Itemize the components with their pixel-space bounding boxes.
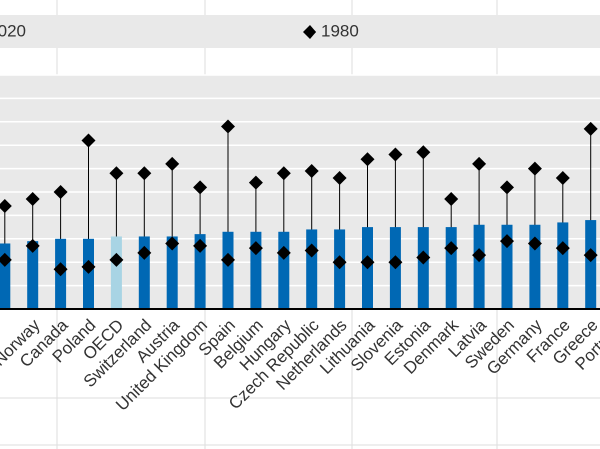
diamond-marker (304, 243, 319, 258)
diamond-marker (583, 121, 598, 136)
diamond-marker (25, 192, 40, 207)
diamond-marker (583, 248, 598, 263)
diamond-marker (25, 238, 40, 253)
bar (473, 224, 485, 309)
bar (110, 236, 122, 309)
diamond-marker (248, 241, 263, 256)
bar (250, 231, 262, 309)
diamond-marker (332, 255, 347, 270)
diamond-marker (109, 252, 124, 267)
diamond-marker (360, 255, 375, 270)
diamond-marker (416, 145, 431, 160)
bar (83, 238, 94, 309)
bar (166, 236, 178, 309)
bar (529, 224, 541, 309)
bar (0, 243, 11, 309)
diamond-marker (444, 192, 459, 207)
legend-label: 2020 (0, 21, 26, 40)
legend-marker (304, 26, 316, 38)
diamond-marker (276, 166, 291, 181)
diamond-marker (444, 241, 459, 256)
bar (557, 222, 569, 309)
diamond-marker (109, 166, 124, 181)
diamond-marker (137, 166, 152, 181)
bar (445, 227, 457, 309)
diamond-marker (165, 236, 180, 251)
bar (278, 231, 290, 309)
diamond-marker (527, 236, 542, 251)
diamond-marker (500, 180, 514, 195)
diamond-marker (221, 252, 235, 267)
diamond-marker (193, 180, 208, 195)
bar (138, 236, 150, 309)
diamond-marker (472, 156, 487, 171)
diamond-marker (527, 161, 542, 176)
diamond-marker (53, 262, 68, 277)
legend-box (0, 15, 600, 48)
diamond-marker (472, 248, 487, 263)
diamond-marker (276, 245, 291, 260)
diamond-marker (555, 170, 570, 185)
diamond-marker (360, 152, 375, 167)
legend-label: 1980 (321, 21, 359, 40)
diamond-marker (332, 170, 347, 185)
bar (222, 231, 234, 309)
bar (501, 224, 513, 309)
bar (194, 234, 206, 309)
diamond-marker (388, 255, 403, 270)
diamond-marker (0, 252, 12, 267)
bar (585, 220, 597, 309)
diamond-marker (304, 163, 319, 178)
diamond-marker (193, 238, 208, 253)
diamond-marker (248, 175, 263, 190)
diamond-marker (416, 250, 431, 265)
diamond-marker (221, 119, 235, 134)
bar (306, 229, 318, 309)
diamond-marker (388, 147, 403, 162)
bar (334, 229, 346, 309)
diamond-marker (53, 185, 68, 199)
diamond-marker (137, 245, 152, 260)
diamond-marker (0, 199, 12, 214)
diamond-marker (500, 234, 514, 249)
diamond-marker (81, 133, 96, 148)
bar (27, 241, 39, 309)
diamond-marker (555, 241, 570, 256)
diamond-marker (81, 259, 96, 274)
bar (417, 227, 429, 309)
diamond-marker (165, 156, 180, 171)
